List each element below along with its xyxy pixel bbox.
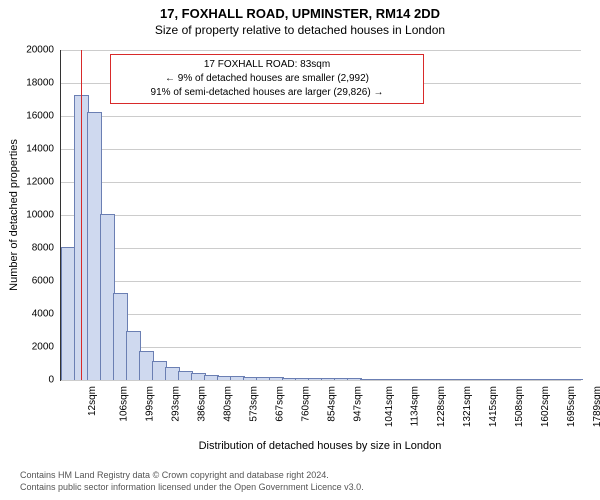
gridline — [61, 281, 581, 282]
gridline — [61, 380, 581, 381]
gridline — [61, 116, 581, 117]
histogram-chart: 17, FOXHALL ROAD, UPMINSTER, RM14 2DD Si… — [0, 0, 600, 500]
xtick-label: 947sqm — [353, 386, 364, 422]
xtick-label: 12sqm — [87, 386, 98, 416]
xtick-label: 1789sqm — [592, 386, 600, 427]
xtick-label: 854sqm — [327, 386, 338, 422]
gridline — [61, 215, 581, 216]
gridline — [61, 50, 581, 51]
ytick-label: 18000 — [0, 78, 54, 89]
ytick-label: 16000 — [0, 111, 54, 122]
gridline — [61, 182, 581, 183]
x-axis-label: Distribution of detached houses by size … — [60, 440, 580, 452]
xtick-label: 480sqm — [223, 386, 234, 422]
xtick-label: 106sqm — [119, 386, 130, 422]
xtick-label: 760sqm — [301, 386, 312, 422]
xtick-label: 199sqm — [145, 386, 156, 422]
ytick-label: 4000 — [0, 309, 54, 320]
footer-line2: Contains public sector information licen… — [20, 482, 364, 494]
annotation-line: ← 9% of detached houses are smaller (2,9… — [117, 72, 417, 86]
footer-line1: Contains HM Land Registry data © Crown c… — [20, 470, 364, 482]
histogram-bar — [568, 379, 583, 380]
xtick-label: 1508sqm — [514, 386, 525, 427]
xtick-label: 667sqm — [275, 386, 286, 422]
annotation-line: 17 FOXHALL ROAD: 83sqm — [117, 58, 417, 72]
gridline — [61, 248, 581, 249]
xtick-label: 386sqm — [197, 386, 208, 422]
xtick-label: 1041sqm — [384, 386, 395, 427]
xtick-label: 1602sqm — [540, 386, 551, 427]
chart-title-line1: 17, FOXHALL ROAD, UPMINSTER, RM14 2DD — [0, 0, 600, 23]
gridline — [61, 314, 581, 315]
footer-attribution: Contains HM Land Registry data © Crown c… — [20, 470, 364, 493]
y-axis-label: Number of detached properties — [8, 139, 20, 291]
ytick-label: 2000 — [0, 342, 54, 353]
annotation-box: 17 FOXHALL ROAD: 83sqm← 9% of detached h… — [110, 54, 424, 104]
property-marker-line — [81, 50, 82, 380]
xtick-label: 1228sqm — [436, 386, 447, 427]
xtick-label: 1134sqm — [409, 386, 420, 426]
xtick-label: 1415sqm — [488, 386, 499, 427]
xtick-label: 293sqm — [171, 386, 182, 422]
chart-title-line2: Size of property relative to detached ho… — [0, 23, 600, 39]
annotation-line: 91% of semi-detached houses are larger (… — [117, 86, 417, 100]
xtick-label: 573sqm — [249, 386, 260, 422]
gridline — [61, 149, 581, 150]
ytick-label: 0 — [0, 375, 54, 386]
ytick-label: 20000 — [0, 45, 54, 56]
xtick-label: 1321sqm — [462, 386, 473, 427]
xtick-label: 1695sqm — [566, 386, 577, 427]
